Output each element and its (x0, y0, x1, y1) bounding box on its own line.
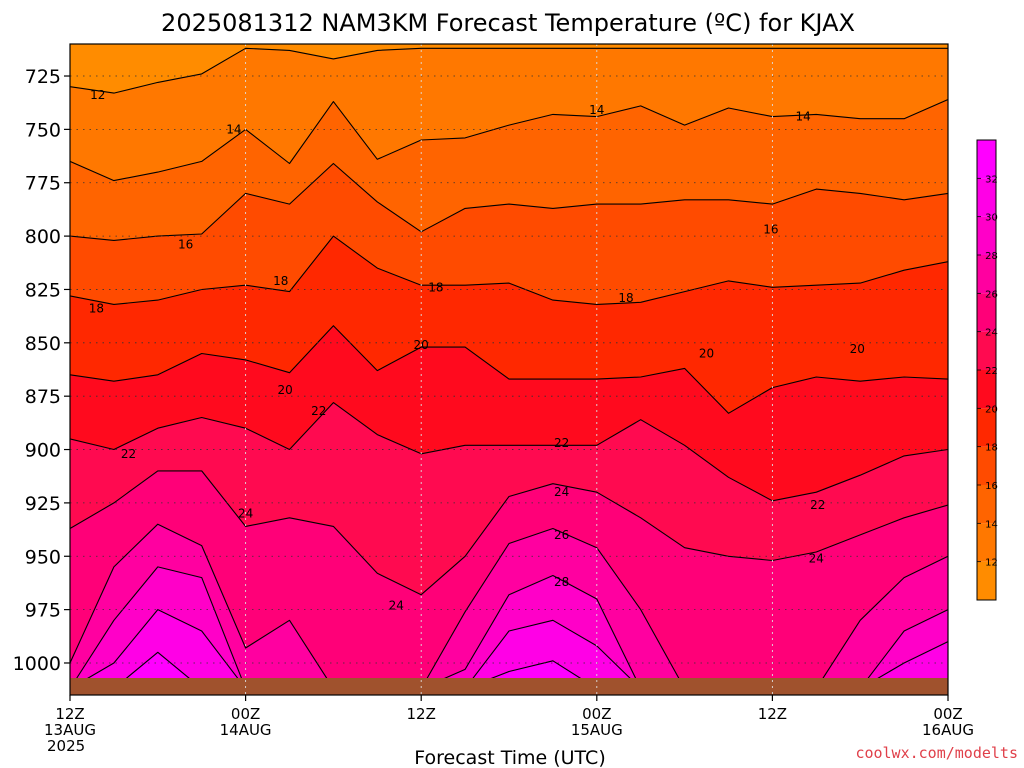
colorbar-swatch (977, 408, 996, 447)
colorbar-swatch (977, 255, 996, 294)
x-axis-label: Forecast Time (UTC) (414, 747, 605, 768)
colorbar-tick-label: 32 (985, 174, 998, 185)
contour-label: 14 (795, 110, 810, 124)
x-tick-label: 13AUG (44, 721, 96, 739)
contour-label: 22 (554, 436, 569, 450)
temperature-band-30 (70, 609, 948, 695)
isotherm-18 (70, 235, 948, 305)
colorbar-swatch (977, 370, 996, 409)
y-tick-label: 775 (25, 173, 61, 195)
colorbar-tick-label: 26 (985, 289, 998, 300)
colorbar-swatch (977, 523, 996, 562)
y-tick-label: 825 (25, 279, 61, 301)
y-tick-label: 975 (25, 600, 61, 622)
contour-label: 12 (90, 88, 105, 102)
colorbar-swatch (977, 293, 996, 332)
x-tick-label: 14AUG (220, 721, 272, 739)
isotherm-20 (70, 325, 948, 414)
credit-text: coolwx.com/modelts (855, 744, 1018, 762)
colorbar-swatch (977, 216, 996, 255)
colorbar-swatch (977, 561, 996, 600)
colorbar-swatch (977, 140, 996, 179)
contour-label: 14 (226, 122, 241, 136)
contour-label: 18 (273, 274, 288, 288)
contour-label: 20 (699, 346, 714, 360)
x-tick-label: 00Z (231, 705, 260, 723)
colorbar-tick-label: 12 (985, 558, 998, 569)
x-tick-label: 00Z (933, 705, 962, 723)
contour-label: 20 (414, 338, 429, 352)
ground-surface (70, 678, 948, 695)
contour-label: 18 (89, 302, 104, 316)
isotherm-12 (70, 47, 948, 94)
y-tick-label: 875 (25, 386, 61, 408)
colorbar-tick-label: 14 (985, 519, 998, 530)
colorbar-tick-label: 16 (985, 481, 998, 492)
colorbar-swatch (977, 178, 996, 217)
isotherm-22 (70, 402, 948, 502)
isotherm-14 (70, 98, 948, 182)
contour-label: 28 (554, 575, 569, 589)
contour-label: 24 (389, 598, 404, 612)
colorbar-tick-label: 28 (985, 251, 998, 262)
colorbar-swatch (977, 446, 996, 485)
contour-label: 18 (618, 291, 633, 305)
y-tick-label: 1000 (13, 653, 61, 675)
y-tick-label: 850 (25, 333, 61, 355)
colorbar-legend: 12 14 16 18 20 22 24 26 28 30 32 (976, 139, 998, 601)
plot-area: 12 14 14 14 16 16 18 18 18 18 20 20 20 20 22 22 22 22 24 24… (69, 43, 949, 696)
y-tick-label: 725 (25, 66, 61, 88)
y-tick-label: 925 (25, 493, 61, 515)
contour-label: 24 (554, 485, 569, 499)
plot-frame (69, 43, 949, 696)
contour-label: 22 (121, 447, 136, 461)
y-tick-label: 900 (25, 440, 61, 462)
x-tick-label: 15AUG (571, 721, 623, 739)
isotherm-24 (70, 470, 948, 596)
contour-label: 22 (810, 498, 825, 512)
contour-label: 24 (238, 507, 253, 521)
colorbar-tick-label: 20 (985, 404, 998, 415)
contour-label: 14 (589, 103, 604, 117)
colorbar-swatch (977, 331, 996, 370)
temperature-band-32 (70, 652, 948, 695)
x-tick-label: 12Z (407, 705, 436, 723)
contour-label: 24 (809, 551, 824, 565)
colorbar-tick-label: 18 (985, 443, 998, 454)
plot-clip-group: 12 14 14 14 16 16 18 18 18 18 20 20 20 20 22 22 22 22 24 24… (70, 44, 948, 695)
colorbar-tick-label: 24 (985, 328, 998, 339)
contour-label: 26 (554, 528, 569, 542)
contour-label: 20 (850, 342, 865, 356)
colorbar-swatch (977, 485, 996, 524)
x-tick-label: 12Z (758, 705, 787, 723)
colorbar-tick-label: 30 (985, 213, 998, 224)
x-tick-label: 00Z (582, 705, 611, 723)
x-tick-label: 12Z (55, 705, 84, 723)
contour-label: 16 (178, 238, 193, 252)
chart-title: 2025081312 NAM3KM Forecast Temperature (… (161, 9, 855, 37)
x-tick-label: 2025 (47, 737, 85, 755)
y-tick-label: 950 (25, 546, 61, 568)
colorbar-tick-label: 22 (985, 366, 998, 377)
x-tick-label: 16AUG (922, 721, 974, 739)
y-tick-label: 800 (25, 226, 61, 248)
isotherm-16 (70, 162, 948, 241)
contour-label: 18 (428, 280, 443, 294)
y-tick-label: 750 (25, 119, 61, 141)
contour-label: 20 (277, 383, 292, 397)
contour-label: 22 (311, 404, 326, 418)
y-axis: 725 750 775 800 825 850 875 900 925 950 975 1000 (13, 66, 70, 675)
contour-label: 16 (763, 223, 778, 237)
